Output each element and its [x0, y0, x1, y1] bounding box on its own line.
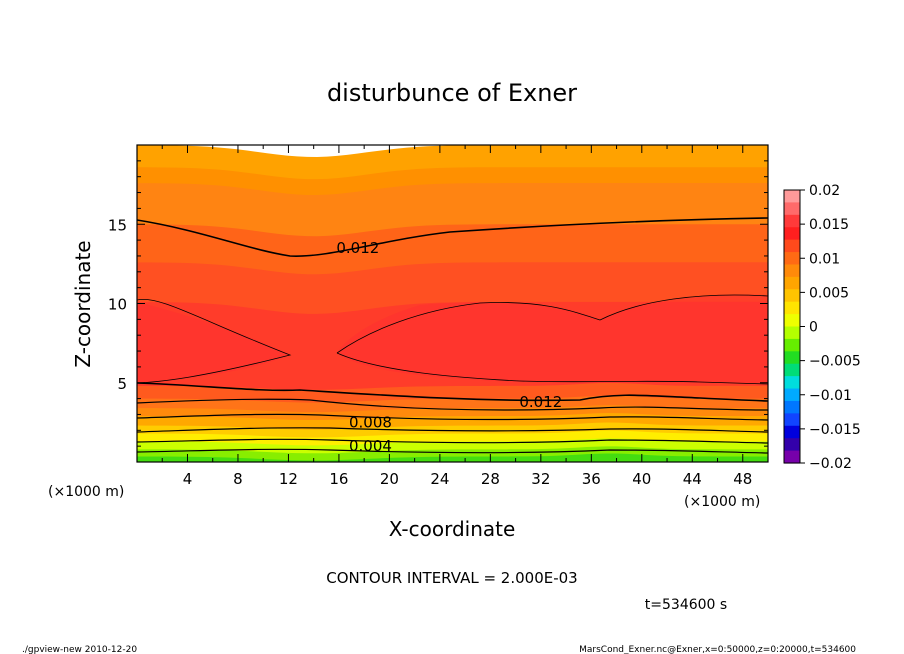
- x-tick-label: 24: [430, 470, 449, 488]
- x-tick-label: 16: [329, 470, 348, 488]
- colorbar-swatch: [784, 314, 800, 328]
- colorbar-swatch: [784, 190, 800, 204]
- x-axis-label: X-coordinate: [389, 517, 516, 541]
- colorbar-swatch: [784, 239, 800, 253]
- contour-label: 0.012: [336, 239, 379, 257]
- x-tick-label: 40: [632, 470, 651, 488]
- high-core-right: [337, 294, 768, 384]
- colorbar-swatch: [784, 413, 800, 427]
- colorbar-swatch: [784, 276, 800, 290]
- y-tick-label: 5: [117, 375, 127, 393]
- time-label: t=534600 s: [645, 597, 727, 613]
- colorbar-tick-label: 0: [809, 320, 818, 336]
- contour-label: 0.008: [349, 413, 392, 431]
- colorbar-tick-label: −0.015: [809, 422, 861, 438]
- colorbar-swatch: [784, 388, 800, 402]
- colorbar-swatch: [784, 252, 800, 266]
- colorbar-swatch: [784, 376, 800, 390]
- colorbar: [784, 190, 800, 464]
- x-tick-label: 12: [279, 470, 298, 488]
- colorbar-swatch: [784, 301, 800, 315]
- colorbar-swatch: [784, 289, 800, 303]
- colorbar-tick-label: 0.015: [809, 217, 849, 233]
- colorbar-swatch: [784, 450, 800, 464]
- colorbar-ticks: 0.02 0.015 0.01 0.005 0 −0.005 −0.01 −0.015 −0.0…: [800, 183, 861, 472]
- colorbar-swatch: [784, 326, 800, 340]
- y-tick-label: 15: [108, 216, 127, 234]
- contour-label: 0.012: [519, 393, 562, 411]
- x-tick-label: 48: [733, 470, 752, 488]
- x-unit-right: (×1000 m): [684, 494, 760, 510]
- colorbar-tick-label: −0.02: [809, 456, 852, 472]
- colorbar-swatch: [784, 202, 800, 216]
- x-tick-label: 32: [531, 470, 550, 488]
- colorbar-swatch: [784, 400, 800, 414]
- colorbar-swatch: [784, 264, 800, 278]
- x-unit-left: (×1000 m): [48, 484, 124, 500]
- x-tick-label: 44: [683, 470, 702, 488]
- x-axis: 4 8 12 16 20 24 28 32 36 40 44 48: [136, 145, 769, 488]
- y-axis: 5 10 15: [108, 144, 768, 463]
- footer-left: ./gpview-new 2010-12-20: [22, 645, 137, 654]
- colorbar-tick-label: 0.005: [809, 285, 849, 301]
- colorbar-swatch: [784, 338, 800, 352]
- x-tick-label: 20: [380, 470, 399, 488]
- colorbar-tick-label: −0.005: [809, 354, 861, 370]
- colorbar-tick-label: −0.01: [809, 388, 852, 404]
- chart-title: disturbunce of Exner: [327, 79, 577, 107]
- plot-area: [137, 145, 768, 462]
- colorbar-tick-label: 0.01: [809, 251, 840, 267]
- contour-lines: [137, 217, 768, 454]
- footer-right: MarsCond_Exner.nc@Exner,x=0:50000,z=0:20…: [579, 645, 856, 654]
- colorbar-tick-label: 0.02: [809, 183, 840, 199]
- colorbar-swatch: [784, 214, 800, 228]
- y-axis-label: Z-coordinate: [71, 240, 95, 367]
- x-tick-label: 36: [582, 470, 601, 488]
- contour-label: 0.004: [349, 437, 392, 455]
- x-tick-label: 8: [233, 470, 243, 488]
- colorbar-swatch: [784, 351, 800, 365]
- colorbar-swatch: [784, 438, 800, 452]
- colorbar-swatch: [784, 425, 800, 439]
- contour-labels: 0.012 0.012 0.008 0.004: [336, 239, 562, 455]
- y-tick-label: 10: [108, 296, 127, 314]
- x-tick-label: 4: [183, 470, 193, 488]
- contour-interval: CONTOUR INTERVAL = 2.000E-03: [326, 569, 577, 587]
- colorbar-swatch: [784, 363, 800, 377]
- x-tick-label: 28: [481, 470, 500, 488]
- colorbar-swatch: [784, 227, 800, 241]
- contour-band: [137, 453, 768, 462]
